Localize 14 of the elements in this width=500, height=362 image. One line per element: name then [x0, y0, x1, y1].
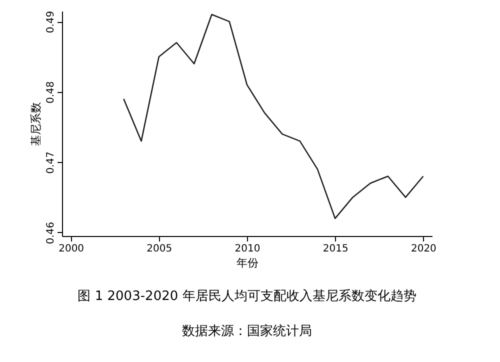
x-tick-label: 2020 [410, 244, 436, 254]
x-axis-title: 年份 [236, 256, 258, 270]
caption: 图 1 2003-2020 年居民人均可支配收入基尼系数变化趋势 [78, 289, 416, 304]
x-tick-label: 2005 [146, 244, 172, 254]
y-tick-label: 0.49 [46, 10, 56, 34]
source-note: 数据来源：国家统计局 [182, 323, 312, 339]
y-tick-label: 0.48 [46, 81, 56, 104]
x-tick-label: 2010 [234, 244, 260, 254]
line-series [123, 14, 424, 220]
y-tick-label: 0.46 [46, 222, 56, 244]
y-axis-title: 基尼系数 [30, 102, 42, 146]
x-tick-label: 2015 [322, 244, 348, 254]
x-tick-label: 2000 [58, 244, 84, 254]
y-tick-label: 0.47 [46, 152, 56, 174]
